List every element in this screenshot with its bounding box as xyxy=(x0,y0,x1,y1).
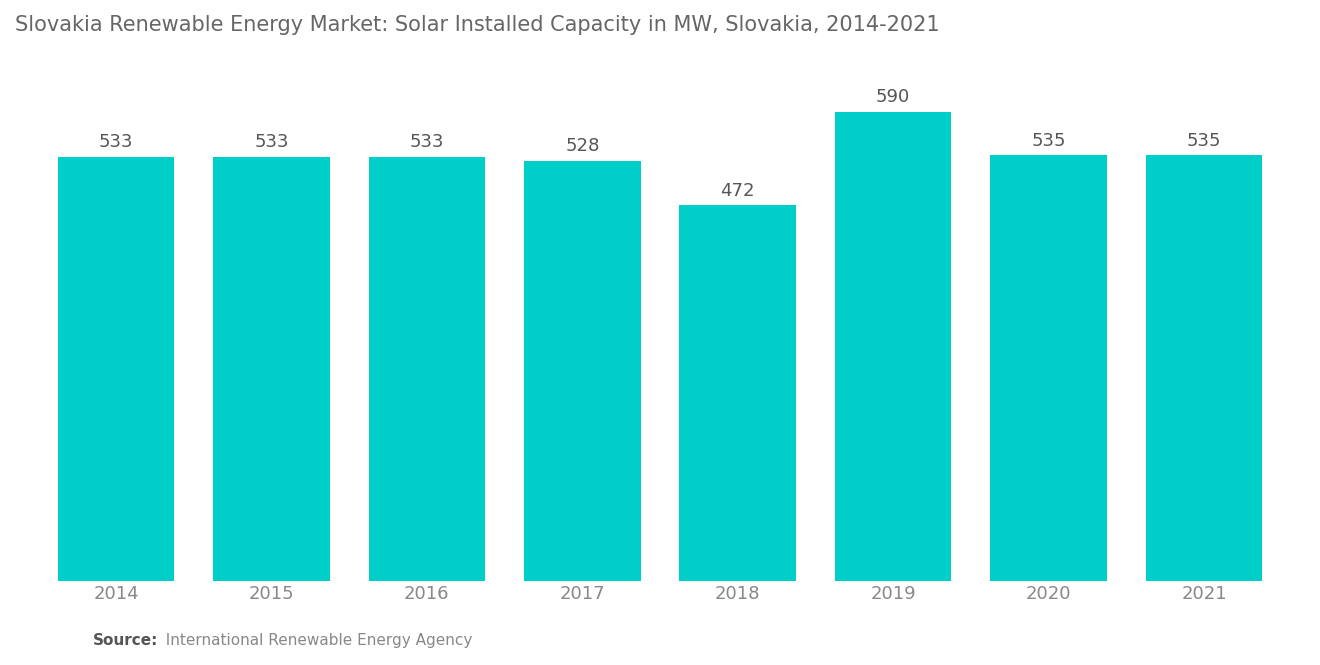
Bar xyxy=(834,112,952,581)
Bar xyxy=(1146,156,1262,581)
Text: 528: 528 xyxy=(565,138,599,156)
Text: 533: 533 xyxy=(409,134,444,152)
Bar xyxy=(680,205,796,581)
Bar xyxy=(524,161,640,581)
Text: 472: 472 xyxy=(721,182,755,200)
Text: 533: 533 xyxy=(255,134,289,152)
Text: 535: 535 xyxy=(1031,132,1065,150)
Text: Source:: Source: xyxy=(92,633,158,648)
Text: 535: 535 xyxy=(1187,132,1221,150)
Text: Slovakia Renewable Energy Market: Solar Installed Capacity in MW, Slovakia, 2014: Slovakia Renewable Energy Market: Solar … xyxy=(15,15,940,35)
Text: International Renewable Energy Agency: International Renewable Energy Agency xyxy=(156,633,473,648)
Text: 533: 533 xyxy=(99,134,133,152)
Bar xyxy=(58,157,174,581)
Bar xyxy=(213,157,330,581)
Bar xyxy=(368,157,486,581)
Bar xyxy=(990,156,1107,581)
Text: 590: 590 xyxy=(876,88,911,106)
